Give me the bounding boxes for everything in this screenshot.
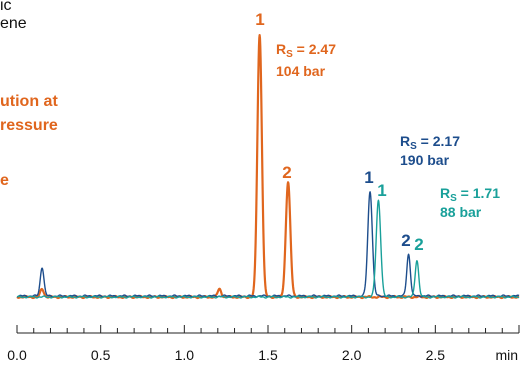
pressure-label-teal: 88 bar [440, 204, 482, 220]
resolution-label-orange: RS = 2.47 [276, 41, 336, 60]
resolution-label-teal: RS = 1.71 [440, 185, 500, 204]
trace-teal [16, 199, 520, 299]
pressure-label-orange: 104 bar [276, 63, 326, 79]
pressure-label-navy: 190 bar [400, 152, 450, 168]
x-tick-label: 2.5 [426, 347, 446, 363]
peak-label-2-navy: 2 [401, 231, 410, 250]
resolution-label-navy: RS = 2.17 [400, 133, 460, 152]
caption-fragment-1: ic [0, 0, 12, 14]
x-tick-label: 0.0 [7, 347, 27, 363]
x-axis: 0.0 0.5 1.0 1.5 2.0 2.5 min [7, 325, 520, 363]
x-tick-label: 1.5 [258, 347, 278, 363]
caption-fragment-5: e [0, 172, 9, 189]
peak-label-1-orange: 1 [255, 10, 264, 29]
caption-fragment-2: ene [0, 15, 27, 32]
trace-group [16, 34, 520, 300]
x-tick-label: 1.0 [175, 347, 195, 363]
x-tick-label: 2.0 [342, 347, 362, 363]
caption-fragment-4: ressure [0, 117, 58, 134]
x-tick-label: 0.5 [91, 347, 111, 363]
caption-fragment-3: ution at [0, 93, 58, 110]
peak-label-2-teal: 2 [414, 235, 423, 254]
peak-label-1-teal: 1 [377, 181, 386, 200]
peak-label-2-orange: 2 [282, 163, 291, 182]
peak-label-1-navy: 1 [364, 168, 373, 187]
x-axis-unit: min [495, 347, 518, 363]
